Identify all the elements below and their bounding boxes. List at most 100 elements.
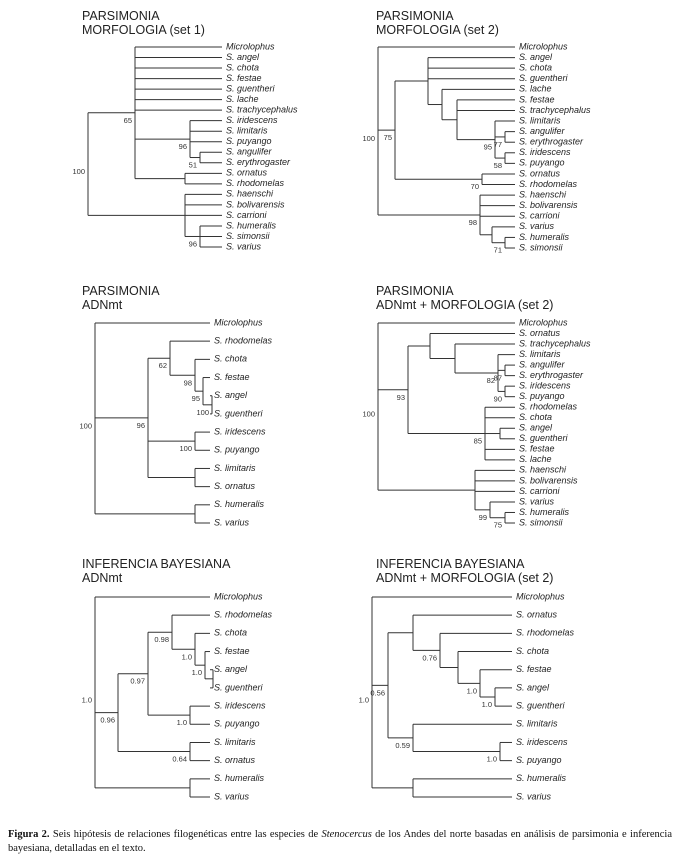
support-value: 85 — [474, 437, 482, 446]
taxon-label: S. simonsii — [519, 242, 564, 252]
taxon-label: S. guentheri — [516, 700, 566, 710]
support-value: 77 — [494, 140, 502, 149]
taxon-label: S. guentheri — [519, 73, 569, 83]
support-value: 0.64 — [172, 755, 187, 764]
panel-title: ADNmt — [82, 571, 123, 585]
support-value: 1.0 — [487, 755, 497, 764]
taxon-label: S. chota — [519, 412, 552, 422]
support-value: 75 — [384, 133, 392, 142]
taxon-label: S. angel — [516, 682, 550, 692]
support-value: 96 — [189, 239, 197, 248]
taxon-label: S. carrioni — [226, 210, 268, 220]
taxon-label: S. humeralis — [519, 232, 570, 242]
panel-title: ADNmt — [82, 298, 123, 312]
support-value: 75 — [494, 521, 502, 530]
taxon-label: S. simonsii — [226, 231, 271, 241]
taxon-label: S. puyango — [516, 755, 562, 765]
panel-title: ADNmt + MORFOLOGIA (set 2) — [376, 298, 553, 312]
taxon-label: S. varius — [516, 791, 552, 801]
support-value: 93 — [397, 393, 405, 402]
taxon-label: S. lache — [519, 84, 552, 94]
taxon-label: Microlophus — [519, 317, 568, 327]
taxon-label: S. ornatus — [226, 168, 268, 178]
taxon-label: S. rhodomelas — [516, 628, 575, 638]
panel-title: PARSIMONIA — [82, 9, 160, 23]
taxon-label: S. ornatus — [516, 610, 558, 620]
taxon-label: S. guentheri — [214, 682, 264, 692]
support-value: 82 — [487, 376, 495, 385]
taxon-label: S. chota — [214, 628, 247, 638]
support-value: 1.0 — [482, 700, 492, 709]
taxon-label: S. puyango — [226, 136, 272, 146]
taxon-label: S. limitaris — [214, 737, 256, 747]
taxon-label: S. iridescens — [519, 147, 571, 157]
taxon-label: S. trachycephalus — [519, 105, 591, 115]
taxon-label: S. rhodomelas — [226, 178, 285, 188]
taxon-label: S. chota — [516, 646, 549, 656]
support-value: 98 — [184, 378, 192, 387]
taxon-label: S. rhodomelas — [519, 179, 578, 189]
taxon-label: S. humeralis — [226, 220, 277, 230]
taxon-label: S. festae — [226, 73, 262, 83]
support-value: 1.0 — [82, 695, 92, 704]
support-value: 95 — [192, 394, 200, 403]
support-value: 1.0 — [182, 652, 192, 661]
taxon-label: S. simonsii — [519, 517, 564, 527]
taxon-label: S. bolivarensis — [226, 199, 285, 209]
taxon-label: S. guentheri — [214, 408, 264, 418]
taxon-label: S. trachycephalus — [519, 338, 591, 348]
taxon-label: S. rhodomelas — [214, 336, 273, 346]
taxon-label: S. rhodomelas — [214, 610, 273, 620]
support-value: 0.59 — [395, 741, 410, 750]
support-value: 0.97 — [130, 677, 145, 686]
taxon-label: Microlophus — [214, 591, 263, 601]
taxon-label: Microlophus — [214, 317, 263, 327]
taxon-label: Microlophus — [226, 41, 275, 51]
taxon-label: S. ornatus — [519, 168, 561, 178]
support-value: 71 — [494, 246, 502, 255]
taxon-label: S. lache — [226, 94, 259, 104]
support-value: 70 — [471, 182, 479, 191]
taxon-label: S. limitaris — [516, 719, 558, 729]
taxon-label: S. ornatus — [214, 481, 256, 491]
caption-text: de los Andes del norte basadas en anális… — [8, 829, 672, 854]
support-value: 95 — [484, 143, 492, 152]
taxon-label: S. iridescens — [226, 115, 278, 125]
taxon-label: S. erythrogaster — [519, 370, 584, 380]
taxon-label: S. angel — [519, 423, 553, 433]
support-value: 0.96 — [100, 716, 115, 725]
taxon-label: S. trachycephalus — [226, 105, 298, 115]
support-value: 96 — [179, 142, 187, 151]
taxon-label: S. humeralis — [516, 773, 567, 783]
caption: Figura 2. Seis hipótesis de relaciones f… — [8, 828, 672, 856]
taxon-label: S. chota — [214, 354, 247, 364]
taxon-label: S. angel — [226, 52, 260, 62]
caption-text: Seis hipótesis de relaciones filogenétic… — [49, 829, 322, 840]
taxon-label: S. ornatus — [519, 328, 561, 338]
taxon-label: S. angel — [214, 390, 248, 400]
taxon-label: S. angulifer — [519, 126, 566, 136]
panel-title: ADNmt + MORFOLOGIA (set 2) — [376, 571, 553, 585]
taxon-label: S. angulifer — [226, 147, 273, 157]
panel-title: MORFOLOGIA (set 2) — [376, 23, 499, 37]
taxon-label: S. iridescens — [516, 737, 568, 747]
taxon-label: S. varius — [214, 517, 250, 527]
taxon-label: S. humeralis — [519, 507, 570, 517]
taxon-label: S. chota — [519, 63, 552, 73]
support-value: 100 — [72, 167, 85, 176]
taxon-label: S. ornatus — [214, 755, 256, 765]
taxon-label: S. puyango — [214, 445, 260, 455]
taxon-label: S. guentheri — [226, 83, 276, 93]
taxon-label: S. rhodomelas — [519, 402, 578, 412]
support-value: 100 — [79, 421, 92, 430]
taxon-label: S. haenschi — [519, 189, 567, 199]
taxon-label: S. bolivarensis — [519, 475, 578, 485]
support-value: 100 — [362, 134, 375, 143]
support-value: 100 — [196, 408, 209, 417]
caption-genus: Stenocercus — [321, 829, 372, 840]
support-value: 99 — [479, 513, 487, 522]
taxon-label: S. festae — [214, 372, 250, 382]
support-value: 51 — [189, 161, 197, 170]
